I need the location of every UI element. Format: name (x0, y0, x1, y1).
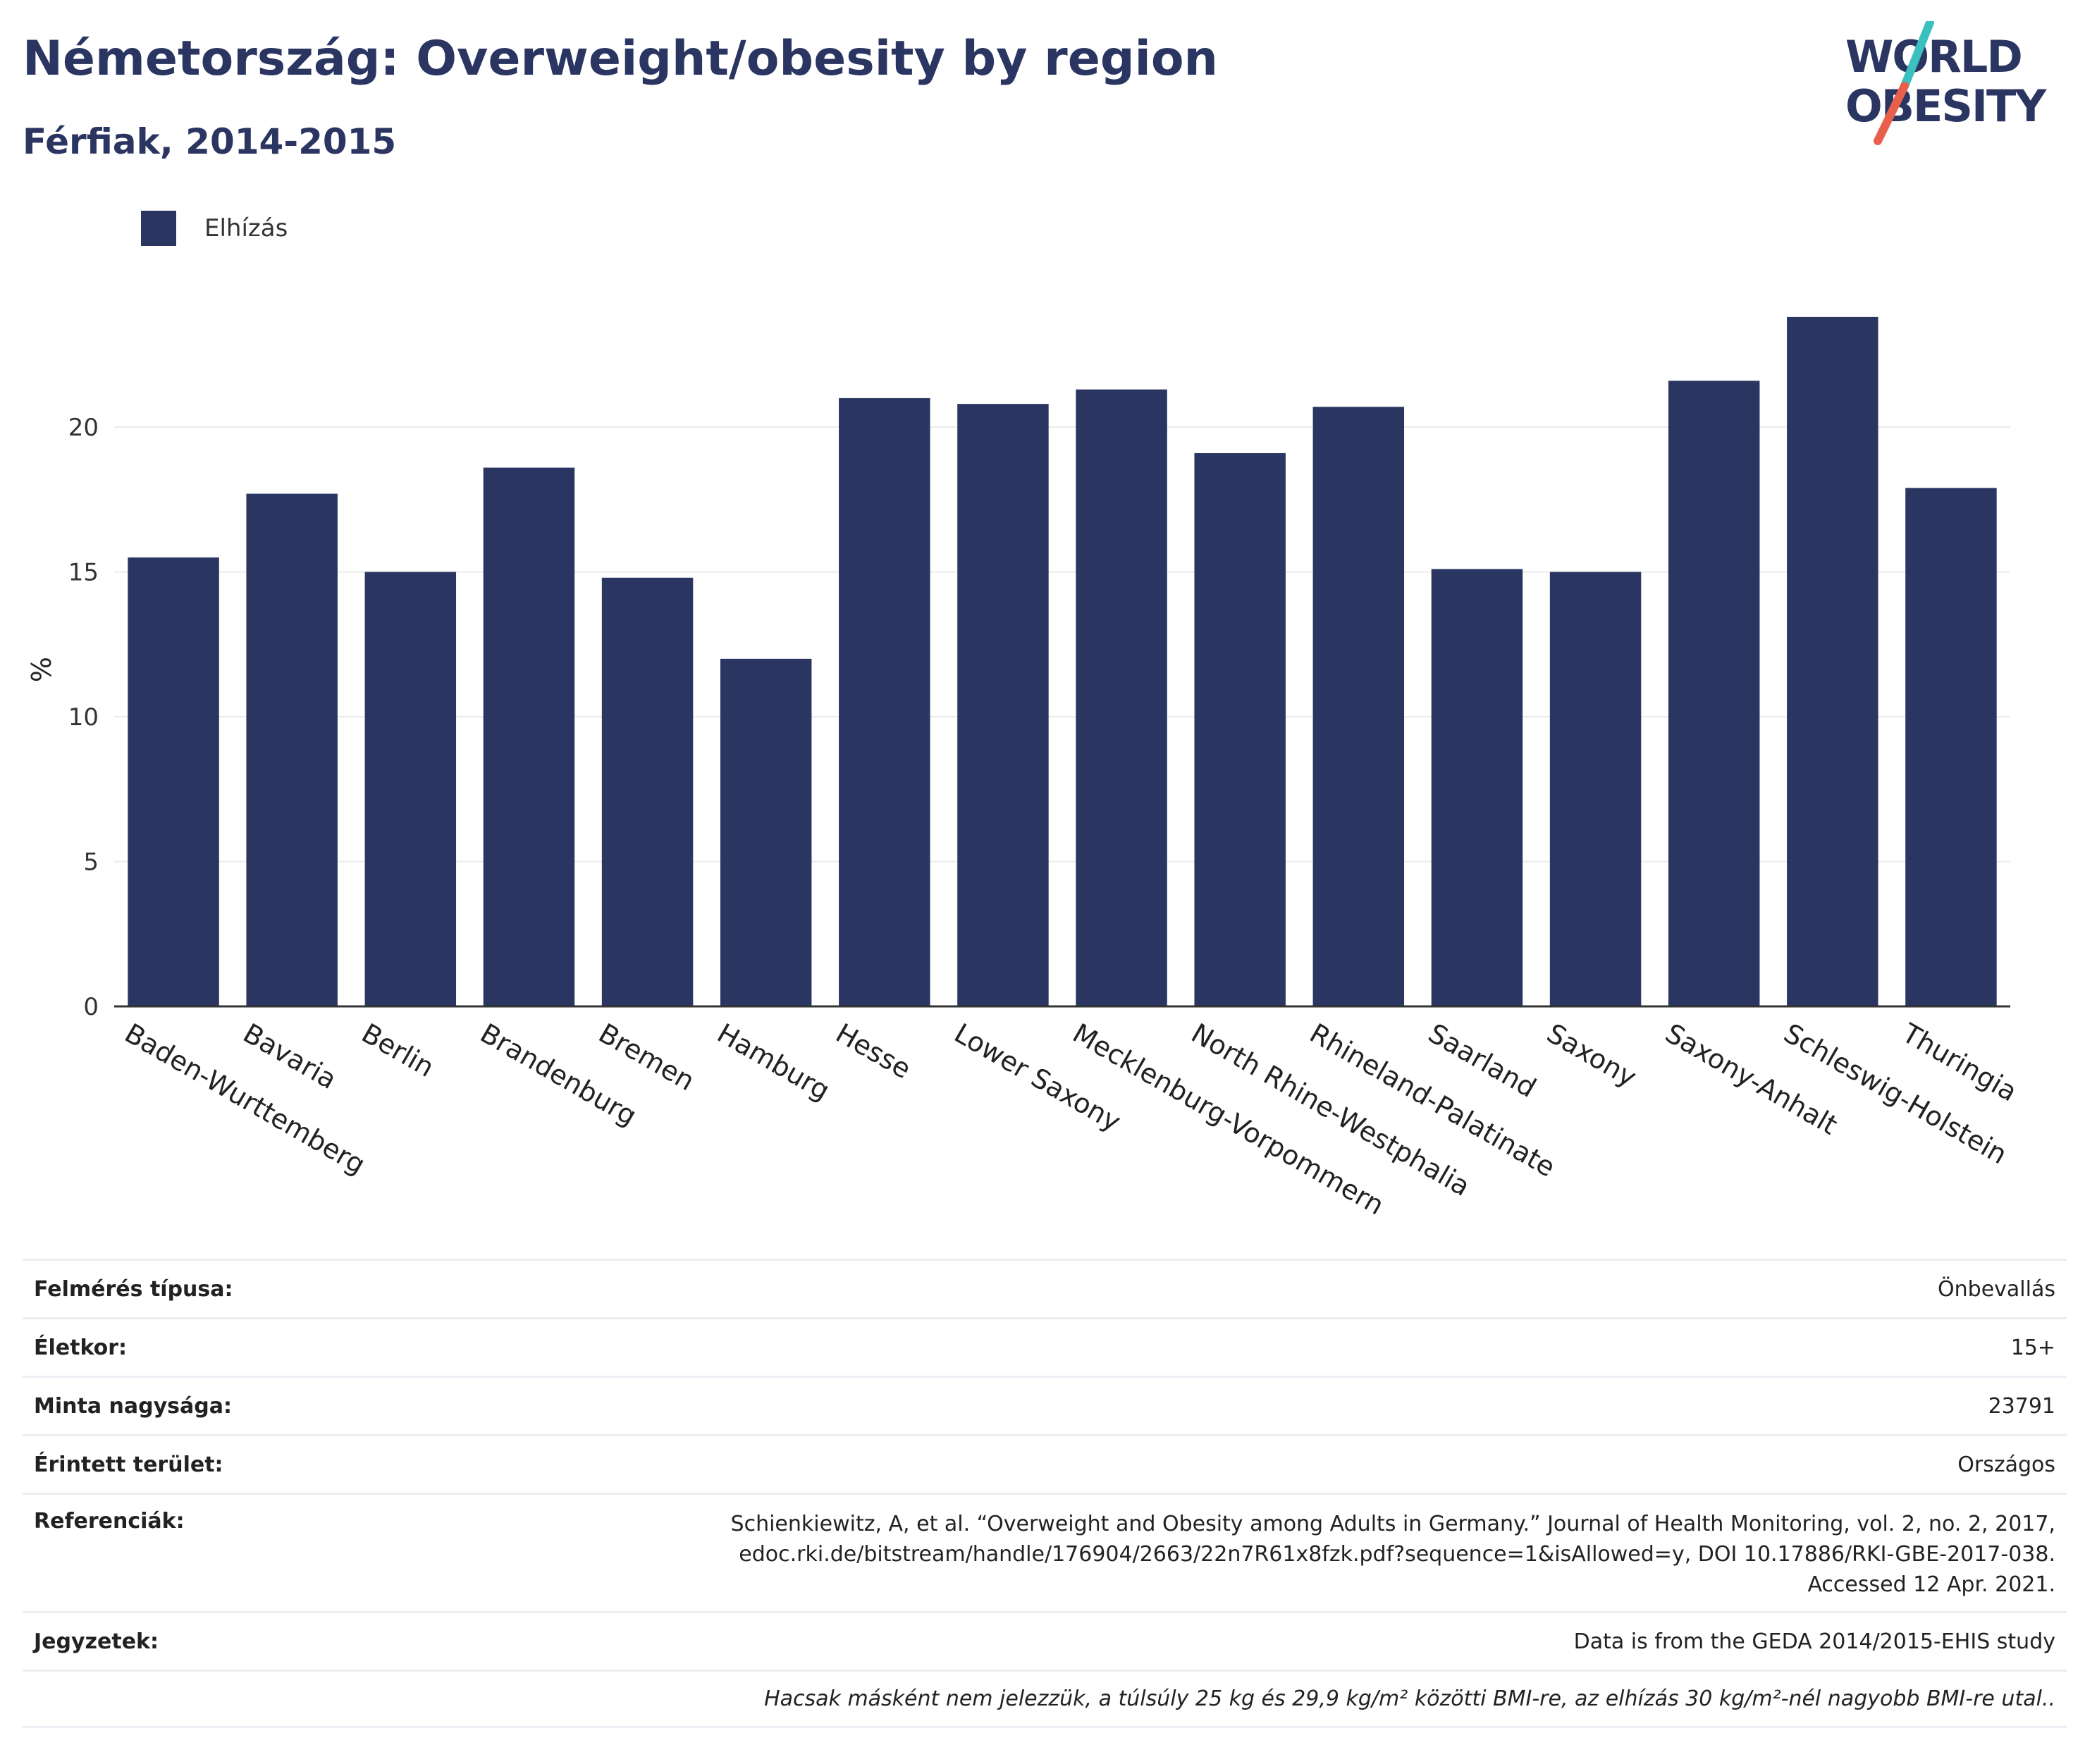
bar[interactable] (483, 467, 575, 1006)
area-label: Érintett terület: (34, 1452, 223, 1477)
logo-slash-bottom (1874, 82, 1909, 145)
x-tick-label: Bremen (593, 1018, 700, 1097)
world-obesity-logo: WORLD OBESITY (1845, 21, 2048, 145)
y-tick-label: 10 (68, 703, 99, 732)
age-value: 15+ (2010, 1335, 2055, 1360)
bar[interactable] (720, 658, 812, 1006)
x-tick-label: Bavaria (238, 1018, 342, 1095)
x-tick-label: Schleswig-Holstein (1778, 1018, 2012, 1171)
bar[interactable] (1905, 488, 1997, 1006)
footnote-text: Hacsak másként nem jelezzük, a túlsúly 2… (764, 1686, 2055, 1711)
logo-text-line2: OBESITY (1845, 80, 2047, 132)
bar[interactable] (957, 404, 1049, 1006)
bar[interactable] (839, 397, 930, 1006)
bar[interactable] (1549, 572, 1642, 1006)
x-tick-label: Hesse (830, 1018, 916, 1085)
logo-text-line1: WORLD (1845, 31, 2022, 82)
logo-slash-top (1900, 21, 1934, 90)
x-tick-label: Hamburg (712, 1018, 835, 1106)
survey-type-label: Felmérés típusa: (34, 1276, 233, 1302)
survey-type-value: Önbevallás (1938, 1276, 2055, 1302)
info-row-age: Életkor: 15+ (23, 1317, 2067, 1376)
info-table: Felmérés típusa: Önbevallás Életkor: 15+… (23, 1259, 2067, 1728)
bar[interactable] (1076, 389, 1167, 1006)
bar[interactable] (1431, 569, 1523, 1006)
x-tick-label: Berlin (357, 1018, 440, 1083)
info-row-notes: Jegyzetek: Data is from the GEDA 2014/20… (23, 1611, 2067, 1670)
bar[interactable] (1787, 316, 1878, 1006)
bar[interactable] (128, 557, 219, 1006)
bar[interactable] (1312, 407, 1405, 1006)
info-row-survey-type: Felmérés típusa: Önbevallás (23, 1259, 2067, 1317)
bar[interactable] (364, 572, 457, 1006)
bar[interactable] (1668, 381, 1760, 1006)
y-tick-label: 20 (68, 414, 99, 442)
area-value: Országos (1957, 1452, 2055, 1477)
y-tick-label: 0 (83, 993, 99, 1021)
bars (128, 316, 1997, 1006)
info-row-references: Referenciák: Schienkiewitz, A, et al. “O… (23, 1493, 2067, 1611)
legend-label: Elhízás (204, 214, 288, 242)
sample-size-value: 23791 (1988, 1393, 2055, 1419)
references-label: Referenciák: (34, 1509, 185, 1534)
y-tick-label: 5 (83, 849, 99, 877)
legend-swatch (141, 211, 176, 246)
info-row-sample-size: Minta nagysága: 23791 (23, 1376, 2067, 1434)
bar[interactable] (601, 577, 694, 1006)
x-tick-label: Saxony (1542, 1018, 1642, 1093)
y-axis-label: % (26, 657, 57, 682)
references-line-1: Schienkiewitz, A, et al. “Overweight and… (730, 1512, 2055, 1536)
references-line-3: Accessed 12 Apr. 2021. (1807, 1572, 2055, 1597)
bar[interactable] (246, 493, 338, 1006)
references-value: Schienkiewitz, A, et al. “Overweight and… (731, 1509, 2055, 1600)
notes-value: Data is from the GEDA 2014/2015-EHIS stu… (1573, 1629, 2055, 1654)
sample-size-label: Minta nagysága: (34, 1393, 232, 1419)
chart-legend[interactable]: Elhízás (141, 210, 288, 247)
y-tick-label: 15 (68, 559, 99, 587)
references-link[interactable]: edoc.rki.de/bitstream/handle/176904/2663… (739, 1542, 2055, 1567)
info-row-area: Érintett terület: Országos (23, 1434, 2067, 1493)
info-row-footnote: Hacsak másként nem jelezzük, a túlsúly 2… (23, 1670, 2067, 1728)
page-title: Németország: Overweight/obesity by regio… (23, 31, 1218, 87)
page-subtitle: Férfiak, 2014-2015 (23, 121, 397, 162)
notes-label: Jegyzetek: (34, 1629, 159, 1654)
age-label: Életkor: (34, 1335, 128, 1360)
bar[interactable] (1194, 453, 1286, 1006)
